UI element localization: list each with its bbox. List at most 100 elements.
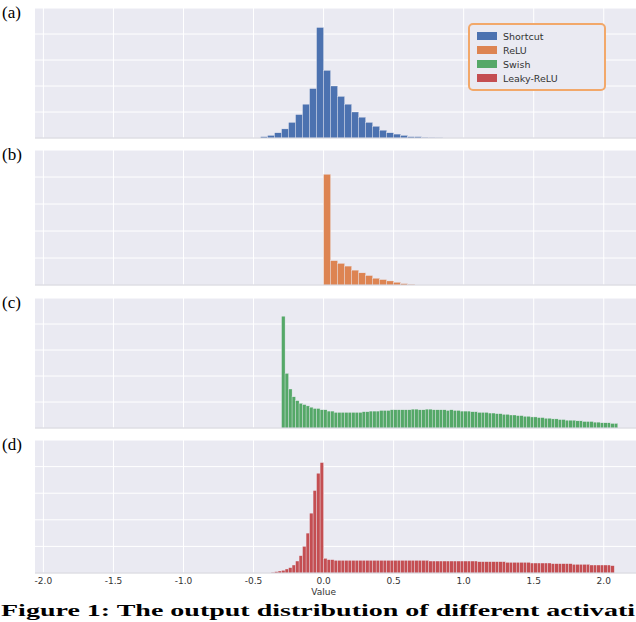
histogram-bar (600, 565, 604, 573)
histogram-bar (541, 418, 545, 428)
histogram-bar (436, 561, 440, 573)
x-grid-line (183, 298, 184, 428)
histogram-bar (548, 563, 552, 573)
histogram-bar (282, 316, 286, 428)
histogram-bar (534, 417, 538, 428)
x-grid-line (183, 8, 184, 138)
histogram-bar (544, 418, 548, 428)
histogram-bar (569, 420, 573, 428)
x-grid-line (253, 298, 254, 428)
histogram-bar (338, 560, 342, 573)
y-grid-line (35, 298, 636, 299)
histogram-bar (345, 266, 352, 285)
histogram-bar (534, 563, 538, 573)
histogram-bar (523, 416, 527, 428)
histogram-bar (303, 405, 307, 428)
histogram-bar (565, 420, 569, 428)
x-grid-line (393, 298, 394, 428)
histogram-bar (422, 560, 426, 573)
histogram-bar (492, 413, 496, 428)
histogram-bar (467, 411, 471, 428)
y-grid-line (35, 285, 636, 286)
histogram-bar (558, 420, 562, 428)
plot-background (35, 150, 636, 285)
legend-label: Leaky-ReLU (503, 73, 558, 84)
histogram-bar (317, 28, 324, 139)
histogram-bar (331, 560, 335, 573)
y-grid-line (35, 177, 636, 178)
histogram-bar (527, 562, 531, 573)
histogram-bar (331, 411, 335, 428)
x-grid-line (463, 150, 464, 285)
histogram-bar (429, 561, 433, 573)
histogram-bar (408, 560, 412, 573)
x-tick-label: 1.0 (457, 576, 472, 586)
panel-label: (c) (2, 293, 21, 312)
histogram-bar (562, 564, 566, 573)
histogram-bar (366, 560, 370, 573)
legend-swatch (477, 46, 497, 54)
y-grid-line (35, 376, 636, 377)
histogram-bar (597, 422, 601, 428)
histogram-bar (327, 411, 331, 428)
histogram-bar (415, 560, 419, 573)
histogram-bar (527, 416, 531, 428)
legend: ShortcutReLUSwishLeaky-ReLU (469, 24, 605, 90)
histogram-bar (586, 422, 590, 429)
histogram-bar (590, 565, 594, 573)
x-grid-line (113, 298, 114, 428)
histogram-bar (289, 389, 293, 428)
x-tick-label: 1.5 (527, 576, 541, 586)
histogram-bar (453, 561, 457, 573)
histogram-bar (296, 401, 300, 428)
x-grid-line (533, 440, 534, 573)
x-grid-line (393, 440, 394, 573)
histogram-bar (453, 410, 457, 428)
figure: (a)ShortcutReLUSwishLeaky-ReLU(b)(c)(d)-… (0, 0, 636, 622)
histogram-bar (439, 561, 443, 573)
histogram-bar (464, 411, 468, 428)
histogram-bar (320, 463, 324, 573)
histogram-bar (611, 566, 615, 573)
histogram-bar (530, 417, 534, 428)
histogram-bar (373, 126, 380, 138)
histogram-bar (383, 410, 387, 428)
histogram-bar (338, 263, 345, 285)
histogram-bar (432, 561, 436, 573)
histogram-bar (502, 414, 506, 428)
histogram-bar (404, 410, 408, 428)
histogram-bar (579, 564, 583, 573)
histogram-bar (544, 563, 548, 573)
histogram-bar (579, 421, 583, 428)
histogram-bar (362, 412, 366, 428)
histogram-bar (457, 410, 461, 428)
histogram-bar (331, 86, 338, 138)
histogram-bar (369, 560, 373, 573)
histogram-bar (397, 560, 401, 573)
histogram-bar (432, 410, 436, 428)
panel-label: (d) (2, 435, 22, 454)
histogram-bar (306, 533, 310, 573)
histogram-bar (401, 560, 405, 573)
histogram-bar (380, 280, 387, 285)
histogram-bar (366, 276, 373, 285)
histogram-bar (415, 409, 419, 428)
y-grid-line (35, 231, 636, 232)
histogram-bar (471, 561, 475, 573)
histogram-bar (488, 562, 492, 573)
histogram-bar (558, 564, 562, 573)
histogram-bar (289, 122, 296, 138)
histogram-bar (366, 412, 370, 428)
histogram-bar (572, 420, 576, 428)
x-axis-line (35, 138, 636, 139)
histogram-bar (499, 414, 503, 428)
histogram-bar (495, 414, 499, 428)
y-grid-line (35, 258, 636, 259)
legend-swatch (477, 32, 497, 40)
histogram-bar (292, 565, 296, 573)
x-axis-label: Value (311, 587, 336, 597)
y-grid-line (35, 493, 636, 494)
histogram-bar (345, 412, 349, 428)
histogram-bar (460, 561, 464, 573)
x-grid-line (183, 440, 184, 573)
